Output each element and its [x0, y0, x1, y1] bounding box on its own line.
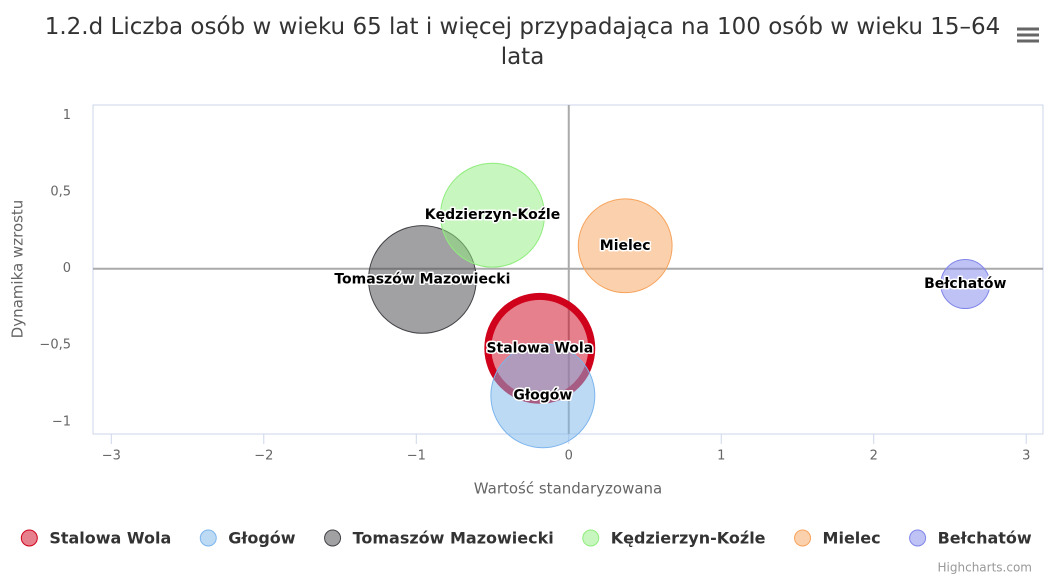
data-label: Głogów: [513, 388, 572, 404]
legend-item[interactable]: Stalowa Wola: [20, 529, 171, 548]
x-tick-label: −2: [254, 449, 273, 464]
y-tick-label: 1: [63, 108, 71, 123]
legend-item[interactable]: Głogów: [199, 529, 296, 548]
legend-marker: [20, 529, 38, 547]
x-tick-label: −3: [102, 449, 121, 464]
legend-label: Bełchatów: [938, 529, 1032, 548]
legend-item[interactable]: Tomaszów Mazowiecki: [324, 529, 554, 548]
legend-marker: [794, 529, 812, 547]
legend-item[interactable]: Mielec: [794, 529, 881, 548]
y-tick-label: 0: [63, 261, 71, 276]
legend-label: Stalowa Wola: [49, 529, 171, 548]
menu-icon[interactable]: [1017, 27, 1039, 43]
legend-marker: [909, 529, 927, 547]
bubble: [577, 198, 673, 294]
x-axis-title: Wartość standaryzowana: [474, 480, 662, 498]
legend-marker: [582, 529, 600, 547]
x-tick-label: 0: [565, 449, 573, 464]
legend-marker: [199, 529, 217, 547]
y-tick-label: −1: [52, 414, 71, 429]
y-tick-label: −0,5: [39, 338, 71, 353]
legend-label: Tomaszów Mazowiecki: [353, 529, 554, 548]
x-tick-label: 1: [717, 449, 725, 464]
x-tick-label: 3: [1022, 449, 1030, 464]
data-label: Mielec: [600, 238, 651, 254]
legend-label: Mielec: [823, 529, 881, 548]
legend-item[interactable]: Kędzierzyn-Koźle: [582, 529, 766, 548]
x-tick-label: −1: [407, 449, 426, 464]
legend-item[interactable]: Bełchatów: [909, 529, 1032, 548]
y-tick-label: 0,5: [50, 185, 71, 200]
data-label: Tomaszów Mazowiecki: [334, 271, 510, 287]
bubble: [368, 225, 477, 334]
credits[interactable]: Highcharts.com: [938, 561, 1032, 575]
chart-title: 1.2.d Liczba osób w wieku 65 lat i więce…: [44, 14, 1001, 70]
legend-marker: [324, 529, 342, 547]
data-label: Stalowa Wola: [486, 340, 593, 356]
bubble: [440, 162, 545, 268]
bubble: [940, 259, 991, 310]
y-axis-title: Dynamika wzrostu: [9, 200, 27, 339]
data-label: Bełchatów: [924, 276, 1006, 292]
data-label: Kędzierzyn-Koźle: [425, 207, 560, 223]
legend-label: Głogów: [228, 529, 296, 548]
legend-label: Kędzierzyn-Koźle: [611, 529, 766, 548]
x-tick-label: 2: [870, 449, 878, 464]
bubble: [490, 343, 596, 449]
